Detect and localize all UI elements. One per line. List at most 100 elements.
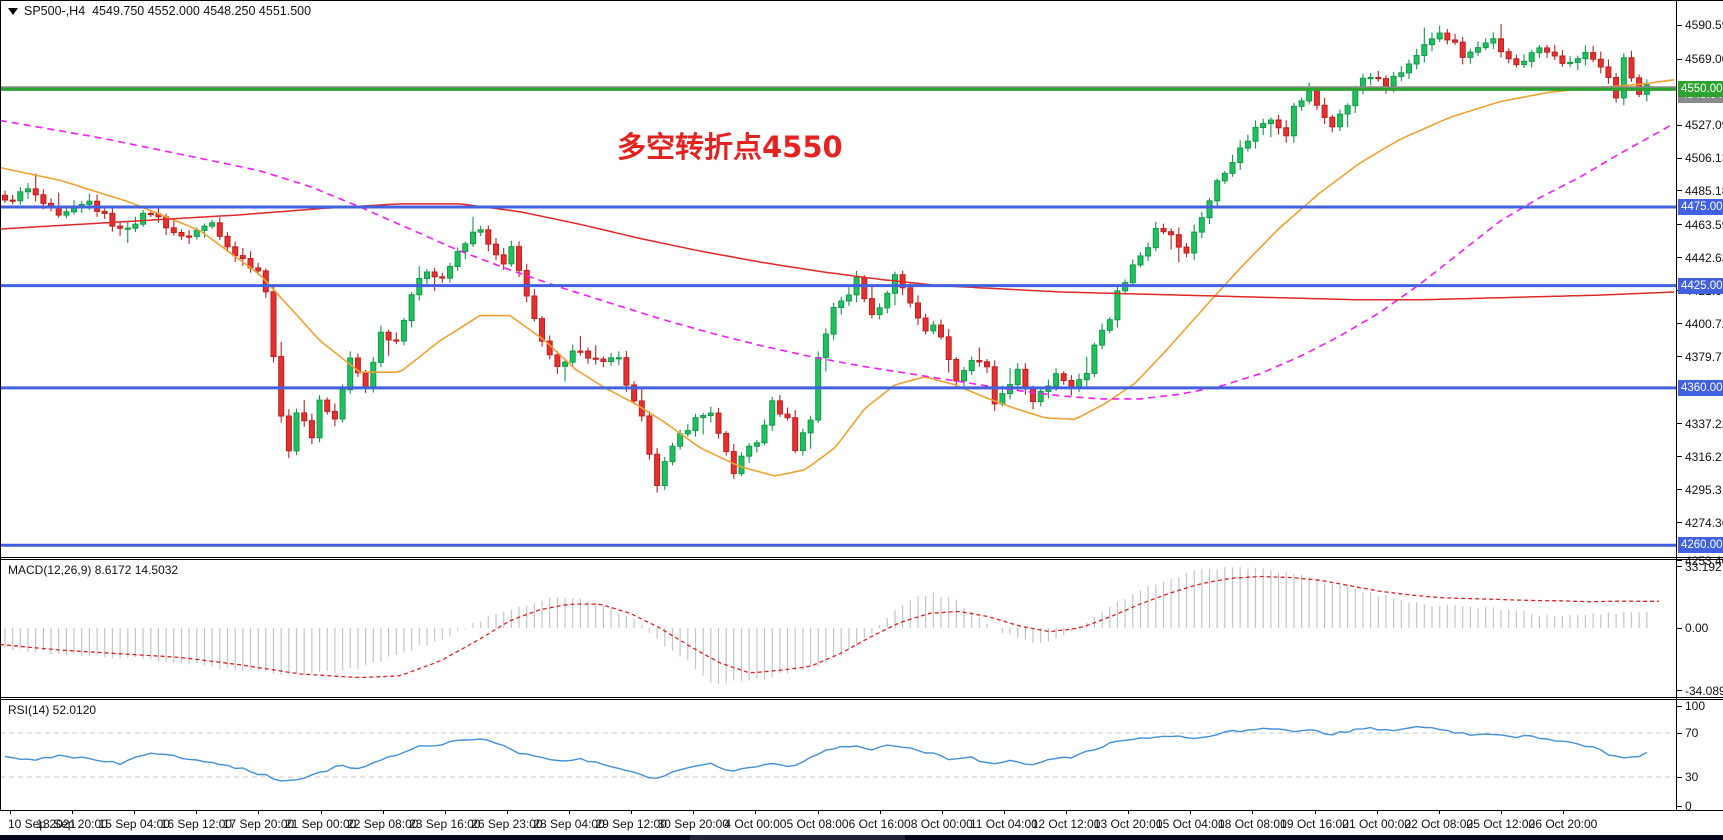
time-axis-label: 13 Oct 20:00: [1093, 817, 1163, 831]
time-axis-label: 23 Sep 16:00: [409, 817, 481, 831]
level-price-box-4260.000: 4260.000: [1678, 537, 1723, 554]
time-axis-tick: [817, 810, 819, 814]
time-axis-tick: [444, 810, 446, 814]
time-axis-label: 22 Sep 08:00: [347, 817, 419, 831]
panel-border: [0, 557, 1723, 558]
axis-tick: [1677, 190, 1682, 192]
candlestick-chart[interactable]: [0, 0, 1677, 558]
price-tick-label: 4400.725: [1685, 316, 1723, 331]
axis-tick: [1677, 489, 1682, 491]
time-axis-label: 25 Oct 12:00: [1466, 817, 1536, 831]
level-price-box-4425.000: 4425.000: [1678, 277, 1723, 294]
price-tick-label: 4379.770: [1685, 349, 1723, 364]
axis-tick: [1677, 423, 1682, 425]
chart-annotation-text: 多空转折点4550: [617, 130, 843, 164]
time-axis-label: 8 Oct 00:00: [910, 817, 973, 831]
rsi-panel[interactable]: [0, 699, 1677, 810]
time-axis-label: 13 Sep 20:00: [36, 817, 108, 831]
time-axis-tick: [693, 810, 695, 814]
axis-tick: [1677, 323, 1682, 325]
time-axis-label: 22 Oct 08:00: [1404, 817, 1474, 831]
axis-tick: [1677, 627, 1682, 629]
macd-tick-label: 33.1927: [1685, 559, 1723, 574]
time-axis-label: 26 Sep 23:00: [471, 817, 543, 831]
symbol-label: SP500-,H4: [24, 4, 86, 18]
taskbar-edge-strip: [0, 835, 1723, 840]
time-axis-label: 15 Oct 04:00: [1155, 817, 1225, 831]
axis-tick: [1677, 24, 1682, 26]
panel-border: [0, 0, 1, 811]
time-axis-label: 21 Oct 00:00: [1342, 817, 1411, 831]
time-axis-tick: [941, 810, 943, 814]
time-axis-label: 4 Oct 00:00: [724, 817, 787, 831]
time-axis-label: 12 Oct 12:00: [1031, 817, 1101, 831]
axis-tick: [1677, 257, 1682, 259]
price-tick-label: 4274.360: [1685, 515, 1723, 530]
axis-separator: [1676, 0, 1677, 811]
axis-tick: [1677, 522, 1682, 524]
time-axis-label: 10 Sep 2021: [8, 817, 77, 831]
macd-panel[interactable]: [0, 559, 1677, 697]
time-axis-label: 29 Sep 12:00: [595, 817, 667, 831]
time-axis-tick: [1003, 810, 1005, 814]
taskbar-segment: [690, 835, 905, 840]
time-axis-label: 30 Sep 20:00: [657, 817, 730, 831]
axis-tick: [1677, 705, 1682, 707]
symbol-ohlc-header: SP500-,H4 4549.750 4552.000 4548.250 455…: [8, 4, 311, 18]
rsi-tick-label: 100: [1685, 699, 1706, 713]
axis-tick: [1677, 805, 1682, 807]
time-axis-tick: [755, 810, 757, 814]
time-axis-label: 16 Sep 12:00: [160, 817, 233, 831]
time-axis-label: 6 Oct 16:00: [848, 817, 911, 831]
time-axis-tick: [569, 810, 571, 814]
time-axis-tick: [10, 810, 11, 814]
time-axis-tick: [1376, 810, 1378, 814]
axis-tick: [1677, 224, 1682, 226]
time-axis-tick: [1066, 810, 1068, 814]
level-price-box-4360.000: 4360.000: [1678, 379, 1723, 396]
time-axis-tick: [320, 810, 322, 814]
time-axis-tick: [196, 810, 198, 814]
time-axis-tick: [631, 810, 633, 814]
rsi-label: RSI(14) 52.0120: [8, 703, 97, 717]
time-axis-tick: [1252, 810, 1254, 814]
price-tick-label: 4569.000: [1685, 52, 1723, 67]
axis-tick: [1677, 732, 1682, 734]
axis-tick: [1677, 560, 1682, 562]
time-axis-label: 5 Oct 08:00: [786, 817, 849, 831]
time-axis-label: 28 Sep 04:00: [533, 817, 605, 831]
price-tick-label: 4442.635: [1685, 250, 1723, 265]
level-price-box-4475.000: 4475.000: [1678, 198, 1723, 215]
axis-tick: [1677, 776, 1682, 778]
price-tick-label: 4337.225: [1685, 416, 1723, 431]
time-axis-tick: [382, 810, 384, 814]
price-tick-label: 4316.270: [1685, 449, 1723, 464]
ohlc-values: 4549.750 4552.000 4548.250 4551.500: [92, 4, 312, 18]
panel-border: [0, 699, 1723, 700]
time-axis-tick: [1563, 810, 1564, 814]
price-tick-label: 4527.090: [1685, 118, 1723, 133]
time-axis-label: 18 Oct 08:00: [1218, 817, 1287, 831]
price-tick-label: 4590.590: [1685, 18, 1723, 33]
axis-tick: [1677, 124, 1682, 126]
level-price-box-4550.000: 4550.000: [1678, 81, 1723, 97]
rsi-tick-label: 30: [1685, 770, 1699, 784]
time-axis-label: 15 Sep 04:00: [98, 817, 170, 831]
chevron-down-icon[interactable]: [8, 8, 18, 16]
panel-border: [0, 559, 1723, 560]
time-axis-tick: [1128, 810, 1130, 814]
price-tick-label: 4463.590: [1685, 217, 1723, 232]
rsi-tick-label: 0: [1685, 799, 1692, 813]
time-axis-label: 19 Oct 16:00: [1280, 817, 1349, 831]
price-tick-label: 4506.135: [1685, 151, 1723, 165]
axis-tick: [1677, 690, 1682, 692]
price-tick-label: 4485.180: [1685, 183, 1723, 198]
time-axis-label: 21 Sep 00:00: [284, 817, 357, 831]
time-axis-tick: [506, 810, 508, 814]
time-axis-tick: [1314, 810, 1316, 814]
time-axis-tick: [134, 810, 136, 814]
axis-tick: [1677, 456, 1682, 458]
panel-border: [0, 0, 1723, 1]
